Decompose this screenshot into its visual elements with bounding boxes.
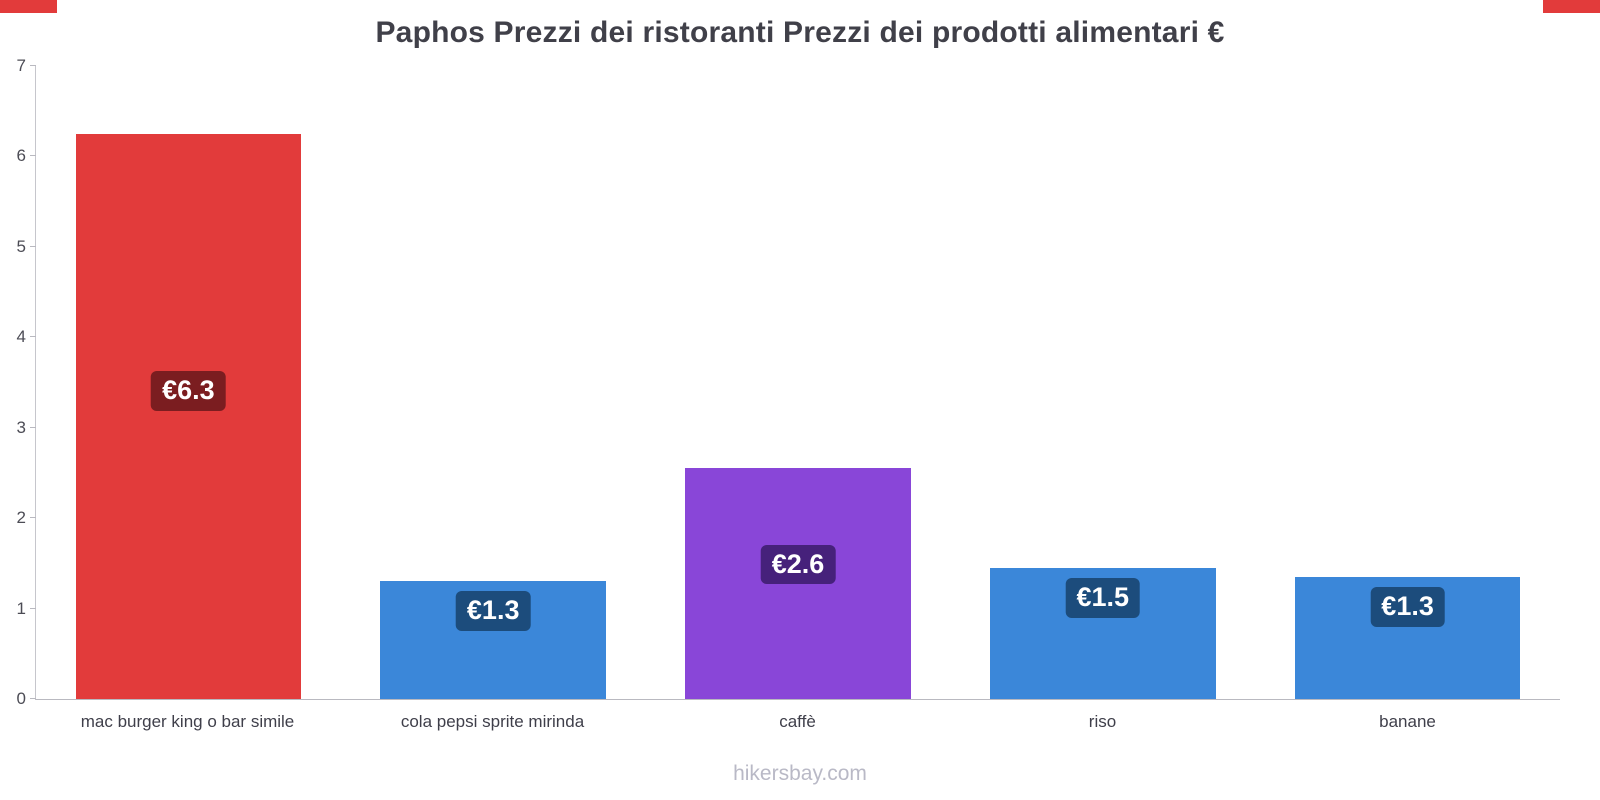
y-axis-tick-mark — [30, 698, 36, 699]
y-axis-tick-mark — [30, 155, 36, 157]
bars-container: €6.3 €1.3 €2.6 €1.5 €1.3 — [36, 66, 1560, 699]
x-axis-category-label: riso — [1088, 712, 1117, 731]
bar-slot: €6.3 — [36, 66, 341, 699]
chart-title: Paphos Prezzi dei ristoranti Prezzi dei … — [375, 16, 1225, 49]
y-axis-tick-mark — [30, 336, 36, 338]
x-axis-category-label: banane — [1379, 712, 1436, 731]
y-axis-tick-label: 1 — [16, 598, 26, 618]
bar-value-label: €1.5 — [1065, 577, 1141, 618]
x-axis-category-label: mac burger king o bar simile — [80, 712, 295, 731]
bar-slot: €2.6 — [646, 66, 951, 699]
bar-value-label: €2.6 — [760, 544, 836, 585]
y-axis-tick-label: 6 — [16, 146, 26, 166]
y-axis-tick-label: 2 — [16, 508, 26, 528]
y-axis-tick-label: 7 — [16, 56, 26, 75]
bar-1: €6.3 — [75, 133, 302, 699]
y-axis-tick-mark — [30, 65, 36, 66]
x-axis-category-label: caffè — [779, 712, 816, 731]
bar-slot: €1.3 — [341, 66, 646, 699]
y-axis-tick-label: 4 — [16, 327, 26, 347]
top-accent-bar-left — [0, 0, 57, 13]
x-axis-category-labels: mac burger king o bar simile cola pepsi s… — [35, 712, 1560, 732]
y-axis-tick-label: 3 — [16, 417, 26, 437]
watermark-text: hikersbay.com — [733, 762, 867, 785]
y-axis-tick-label: 0 — [16, 689, 26, 708]
bar-value-label: €1.3 — [455, 591, 531, 632]
y-axis-tick-mark — [30, 517, 36, 519]
bar-value-label: €1.3 — [1370, 586, 1445, 627]
plot-area: €6.3 €1.3 €2.6 €1.5 €1.3 0 1 2 3 4 5 6 7 — [17, 56, 1560, 708]
y-axis-tick-mark — [30, 245, 36, 247]
bar-5: €1.3 — [1294, 576, 1521, 699]
bar-slot: €1.3 — [1255, 66, 1560, 699]
bar-value-label: €6.3 — [151, 371, 226, 411]
top-accent-bar-right — [1543, 0, 1600, 13]
x-axis-category-label: cola pepsi sprite mirinda — [400, 712, 585, 731]
bar-4: €1.5 — [990, 567, 1216, 699]
y-axis-tick-label: 5 — [16, 236, 26, 256]
bar-3: €2.6 — [685, 468, 911, 699]
bar-slot: €1.5 — [950, 66, 1255, 699]
y-axis-tick-mark — [30, 426, 36, 428]
bar-2: €1.3 — [380, 581, 606, 699]
y-axis-tick-mark — [30, 607, 36, 609]
